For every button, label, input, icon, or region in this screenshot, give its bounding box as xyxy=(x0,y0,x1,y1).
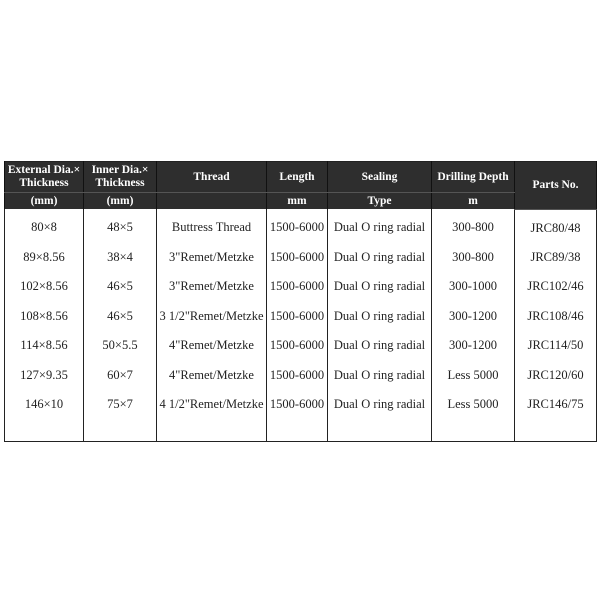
cell-inner-dia: 50×5.5 xyxy=(83,331,157,361)
cell-sealing: Dual O ring radial xyxy=(327,389,432,442)
cell-thread: 3"Remet/Metzke xyxy=(156,272,267,302)
specs-table: External Dia.× Thickness Inner Dia.× Thi… xyxy=(4,161,597,442)
cell-drilling-depth: 300-1200 xyxy=(431,301,515,332)
cell-inner-dia: 46×5 xyxy=(83,301,157,332)
cell-drilling-depth: 300-1200 xyxy=(431,331,515,361)
cell-inner-dia: 48×5 xyxy=(83,209,157,243)
cell-sealing: Dual O ring radial xyxy=(327,209,432,243)
table-row: 89×8.56 38×4 3"Remet/Metzke 1500-6000 Dual O… xyxy=(4,242,597,273)
cell-parts-no: JRC120/60 xyxy=(514,360,597,390)
unit-drilling-depth: m xyxy=(431,192,515,209)
cell-external-dia: 108×8.56 xyxy=(4,301,84,332)
cell-drilling-depth: Less 5000 xyxy=(431,360,515,390)
cell-thread: 3 1/2"Remet/Metzke xyxy=(156,301,267,332)
header-length: Length xyxy=(266,161,328,193)
table-row: 146×10 75×7 4 1/2"Remet/Metzke 1500-6000 Dua… xyxy=(4,389,597,442)
unit-external-dia: (mm) xyxy=(4,192,84,209)
table-row: 108×8.56 46×5 3 1/2"Remet/Metzke 1500-6000 D… xyxy=(4,301,597,332)
unit-thread xyxy=(156,192,267,209)
cell-external-dia: 114×8.56 xyxy=(4,331,84,361)
header-sealing: Sealing xyxy=(327,161,432,193)
cell-parts-no: JRC102/46 xyxy=(514,272,597,302)
cell-external-dia: 89×8.56 xyxy=(4,242,84,273)
cell-length: 1500-6000 xyxy=(266,331,328,361)
cell-sealing: Dual O ring radial xyxy=(327,301,432,332)
cell-inner-dia: 60×7 xyxy=(83,360,157,390)
cell-drilling-depth: 300-800 xyxy=(431,209,515,243)
cell-thread: 4"Remet/Metzke xyxy=(156,360,267,390)
table-row: 127×9.35 60×7 4"Remet/Metzke 1500-6000 Dual … xyxy=(4,360,597,390)
cell-thread: 3"Remet/Metzke xyxy=(156,242,267,273)
cell-parts-no: JRC146/75 xyxy=(514,389,597,442)
header-row: External Dia.× Thickness Inner Dia.× Thi… xyxy=(4,161,597,210)
cell-inner-dia: 46×5 xyxy=(83,272,157,302)
cell-thread: 4 1/2"Remet/Metzke xyxy=(156,389,267,442)
cell-drilling-depth: 300-1000 xyxy=(431,272,515,302)
table-row: 102×8.56 46×5 3"Remet/Metzke 1500-6000 Dual … xyxy=(4,272,597,302)
cell-external-dia: 146×10 xyxy=(4,389,84,442)
table-row: 80×8 48×5 Buttress Thread 1500-6000 Dual O r… xyxy=(4,209,597,243)
cell-inner-dia: 75×7 xyxy=(83,389,157,442)
header-parts-no: Parts No. xyxy=(514,161,597,210)
cell-external-dia: 80×8 xyxy=(4,209,84,243)
cell-length: 1500-6000 xyxy=(266,242,328,273)
cell-sealing: Dual O ring radial xyxy=(327,360,432,390)
cell-thread: 4"Remet/Metzke xyxy=(156,331,267,361)
header-unit-row: (mm) (mm) mm Type m xyxy=(4,192,597,209)
cell-drilling-depth: Less 5000 xyxy=(431,389,515,442)
cell-length: 1500-6000 xyxy=(266,209,328,243)
unit-length: mm xyxy=(266,192,328,209)
unit-sealing: Type xyxy=(327,192,432,209)
header-inner-dia: Inner Dia.× Thickness xyxy=(83,161,157,193)
table-row: 114×8.56 50×5.5 4"Remet/Metzke 1500-6000 Dua… xyxy=(4,331,597,361)
cell-length: 1500-6000 xyxy=(266,272,328,302)
cell-length: 1500-6000 xyxy=(266,301,328,332)
cell-parts-no: JRC114/50 xyxy=(514,331,597,361)
cell-external-dia: 127×9.35 xyxy=(4,360,84,390)
cell-thread: Buttress Thread xyxy=(156,209,267,243)
cell-parts-no: JRC80/48 xyxy=(514,209,597,243)
header-thread: Thread xyxy=(156,161,267,193)
cell-parts-no: JRC108/46 xyxy=(514,301,597,332)
cell-length: 1500-6000 xyxy=(266,360,328,390)
cell-parts-no: JRC89/38 xyxy=(514,242,597,273)
unit-inner-dia: (mm) xyxy=(83,192,157,209)
cell-sealing: Dual O ring radial xyxy=(327,272,432,302)
cell-sealing: Dual O ring radial xyxy=(327,331,432,361)
cell-inner-dia: 38×4 xyxy=(83,242,157,273)
cell-length: 1500-6000 xyxy=(266,389,328,442)
cell-drilling-depth: 300-800 xyxy=(431,242,515,273)
header-drilling-depth: Drilling Depth xyxy=(431,161,515,193)
header-external-dia: External Dia.× Thickness xyxy=(4,161,84,193)
cell-external-dia: 102×8.56 xyxy=(4,272,84,302)
cell-sealing: Dual O ring radial xyxy=(327,242,432,273)
